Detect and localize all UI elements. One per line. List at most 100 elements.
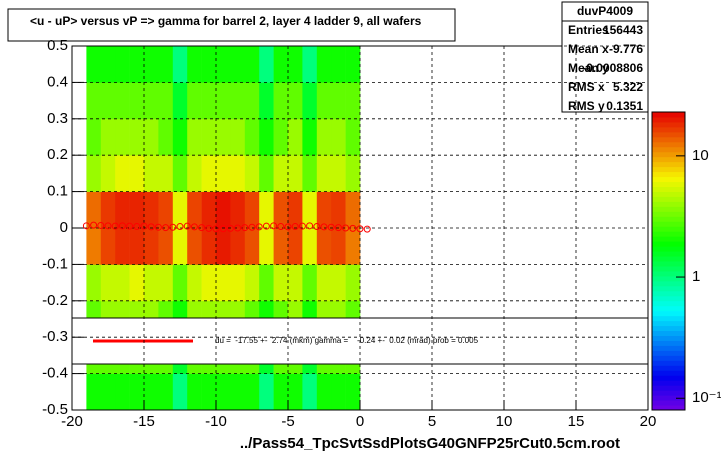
profile-point <box>126 222 134 230</box>
y-tick-label: 0.1 <box>47 183 68 200</box>
palette-cell <box>652 295 685 302</box>
palette-cell <box>652 305 685 312</box>
heatmap-cell <box>187 264 202 302</box>
heatmap-cell <box>230 46 246 83</box>
profile-point <box>118 222 126 230</box>
heatmap-cell <box>316 118 332 156</box>
heatmap-cell <box>115 82 130 120</box>
heatmap-cell <box>259 228 274 265</box>
heatmap-cell <box>244 155 260 192</box>
heatmap-cell <box>259 264 274 302</box>
profile-point <box>234 224 242 232</box>
heatmap-cell <box>172 264 188 302</box>
profile-point <box>205 224 213 232</box>
z-tick-label: 1 <box>692 268 700 285</box>
profile-point <box>82 222 90 230</box>
heatmap-cell <box>273 155 289 192</box>
profile-point <box>320 223 328 231</box>
heatmap-cell <box>172 191 188 229</box>
profile-point <box>176 223 184 231</box>
x-tick-label: 20 <box>640 413 657 430</box>
profile-point <box>104 222 112 230</box>
y-tick-label: -0.2 <box>42 292 68 309</box>
palette-cell <box>652 171 685 178</box>
profile-point <box>226 224 234 232</box>
y-tick-label: 0.5 <box>47 37 68 54</box>
palette-cell <box>652 261 685 267</box>
profile-point <box>334 224 342 232</box>
heatmap-cell <box>345 373 361 411</box>
heatmap-cell <box>216 118 231 156</box>
heatmap-cell <box>216 373 231 411</box>
palette-cell <box>652 256 685 262</box>
heatmap-cell <box>86 373 102 411</box>
palette-cell <box>652 221 685 227</box>
heatmap-cell <box>288 46 303 83</box>
heatmap-cell <box>100 155 116 192</box>
heatmap-cell <box>273 373 289 411</box>
heatmap-cell <box>115 118 130 156</box>
heatmap-cell <box>331 373 346 411</box>
y-tick-label: 0 <box>60 219 68 236</box>
profile-point <box>212 225 220 233</box>
heatmap-cell <box>302 155 318 192</box>
heatmap-cell <box>230 82 246 120</box>
heatmap-cell <box>273 46 289 83</box>
heatmap-cell <box>144 191 159 229</box>
heatmap-cell <box>144 46 159 83</box>
heatmap-cell <box>345 46 361 83</box>
heatmap-cell <box>345 118 361 156</box>
stats-value: -9.776 <box>609 42 643 56</box>
heatmap-cell <box>302 82 318 120</box>
x-tick-label: 5 <box>428 413 436 430</box>
heatmap-cell <box>86 228 102 265</box>
palette-cell <box>652 156 685 163</box>
palette-cell <box>652 270 685 277</box>
heatmap-cell <box>86 46 102 83</box>
heatmap-cell <box>273 82 289 120</box>
palette-cell <box>652 136 685 143</box>
heatmap-cell <box>273 118 289 156</box>
profile-point <box>169 223 177 231</box>
heatmap-cell <box>259 82 274 120</box>
palette-cell <box>652 236 685 242</box>
palette-cell <box>652 325 685 332</box>
heatmap-cell <box>100 373 116 411</box>
palette-cell <box>652 196 685 202</box>
heatmap-cell <box>158 118 174 156</box>
profile-point <box>111 222 119 230</box>
palette-cell <box>652 116 685 123</box>
palette-cell <box>652 246 685 252</box>
heatmap-cell <box>201 46 217 83</box>
heatmap-cell <box>345 82 361 120</box>
palette-cell <box>652 141 685 148</box>
palette-cell <box>652 251 685 257</box>
profile-point <box>327 223 335 231</box>
profile-point <box>90 221 98 229</box>
heatmap-cell <box>172 155 188 192</box>
palette-cell <box>652 146 685 153</box>
heatmap-cell <box>216 46 231 83</box>
heatmap-cell <box>288 373 303 411</box>
heatmap-cell <box>158 264 174 302</box>
palette-cell <box>652 226 685 232</box>
profile-point <box>219 225 227 233</box>
heatmap-cell <box>316 46 332 83</box>
z-tick-label: 10 <box>692 147 709 164</box>
x-tick-label: -10 <box>205 413 227 430</box>
heatmap-cell <box>216 155 231 192</box>
heatmap-cell <box>316 264 332 302</box>
heatmap-cell <box>288 191 303 229</box>
heatmap-cell <box>187 191 202 229</box>
y-tick-label: -0.4 <box>42 365 68 382</box>
y-tick-label: -0.3 <box>42 328 68 345</box>
heatmap-cell <box>316 191 332 229</box>
x-tick-label: 10 <box>496 413 513 430</box>
heatmap-cell <box>144 228 159 265</box>
palette-cell <box>652 290 685 297</box>
profile-point <box>154 223 162 231</box>
profile-point <box>277 223 285 231</box>
heatmap-cell <box>345 264 361 302</box>
heatmap-cell <box>244 118 260 156</box>
heatmap-cell <box>158 155 174 192</box>
